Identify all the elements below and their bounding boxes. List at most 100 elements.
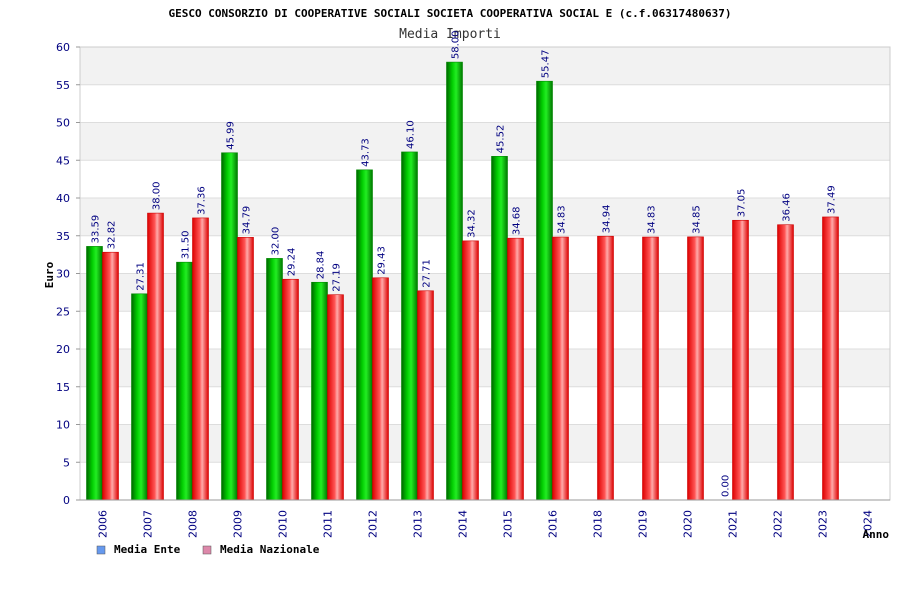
bar-media-nazionale <box>372 277 389 501</box>
plot-band <box>80 235 890 274</box>
plot-band <box>80 349 890 387</box>
bar-media-nazionale <box>732 219 749 501</box>
data-label: 29.24 <box>287 248 298 277</box>
data-label: 27.31 <box>136 262 147 291</box>
data-label: 37.05 <box>737 189 748 218</box>
bar-media-ente <box>311 281 328 501</box>
plot-band <box>80 160 890 198</box>
data-label: 37.36 <box>197 186 208 215</box>
data-label: 31.50 <box>181 231 192 260</box>
x-tick-label: 2018 <box>592 510 605 538</box>
plot-band <box>80 273 890 312</box>
legend-swatch <box>202 545 212 555</box>
chart-title: GESCO CONSORZIO DI COOPERATIVE SOCIALI S… <box>169 7 732 20</box>
x-tick-label: 2020 <box>682 510 695 538</box>
data-label: 32.82 <box>107 221 118 250</box>
x-tick-label: 2023 <box>817 510 830 538</box>
x-tick-label: 2008 <box>187 510 200 538</box>
bar-media-ente <box>266 258 283 501</box>
data-label: 27.19 <box>332 263 343 292</box>
bar-media-nazionale <box>642 236 659 501</box>
x-tick-label: 2010 <box>277 510 290 538</box>
data-label: 34.85 <box>692 205 703 234</box>
bar-media-nazionale <box>147 212 164 501</box>
y-tick-label: 60 <box>56 41 70 54</box>
data-label: 43.73 <box>361 138 372 167</box>
bar-media-ente <box>401 151 418 501</box>
data-label: 45.52 <box>496 125 507 154</box>
data-label: 29.43 <box>377 246 388 275</box>
data-label: 58.00 <box>451 30 462 59</box>
x-tick-label: 2006 <box>97 510 110 538</box>
data-label: 33.59 <box>91 215 102 244</box>
plot-band <box>80 122 890 161</box>
x-tick-label: 2012 <box>367 510 380 538</box>
legend: Media Ente Media Nazionale <box>96 543 320 556</box>
y-tick-label: 45 <box>56 154 70 167</box>
y-tick-label: 20 <box>56 343 70 356</box>
legend-swatch <box>96 545 106 555</box>
bar-media-nazionale <box>327 294 344 501</box>
data-label: 0.00 <box>721 475 732 497</box>
y-tick-label: 35 <box>56 230 70 243</box>
bar-media-nazionale <box>552 236 569 501</box>
bar-media-nazionale <box>237 237 254 501</box>
data-label: 28.84 <box>316 251 327 280</box>
bar-media-ente <box>536 80 553 501</box>
y-tick-label: 0 <box>63 494 70 507</box>
data-label: 32.00 <box>271 227 282 256</box>
data-label: 34.32 <box>467 209 478 238</box>
x-tick-label: 2013 <box>412 510 425 538</box>
x-tick-label: 2007 <box>142 510 155 538</box>
plot-band <box>80 424 890 463</box>
bar-media-ente <box>356 169 373 501</box>
x-tick-label: 2024 <box>862 510 875 538</box>
bar-media-nazionale <box>462 240 479 501</box>
y-axis: 0 5 10 15 20 25 30 35 40 45 50 55 60 <box>56 41 80 507</box>
x-tick-label: 2016 <box>547 510 560 538</box>
x-axis: 2006 2007 2008 2009 2010 2011 2012 2013 2014 2015… <box>80 499 890 538</box>
data-label: 36.46 <box>782 193 793 222</box>
y-tick-label: 25 <box>56 305 70 318</box>
legend-label: Media Ente <box>114 543 181 556</box>
x-tick-label: 2021 <box>727 510 740 538</box>
x-tick-label: 2014 <box>457 510 470 538</box>
y-axis-label: Euro <box>43 261 56 288</box>
x-tick-label: 2011 <box>322 510 335 538</box>
data-label: 38.00 <box>152 181 163 210</box>
bar-media-nazionale <box>777 224 794 501</box>
bar-media-nazionale <box>822 216 839 501</box>
data-label: 46.10 <box>406 120 417 149</box>
y-tick-label: 40 <box>56 192 70 205</box>
y-tick-label: 55 <box>56 79 70 92</box>
bar-media-ente <box>131 293 148 501</box>
data-label: 37.49 <box>827 185 838 214</box>
plot-band <box>80 462 890 500</box>
y-tick-label: 50 <box>56 117 70 130</box>
bar-media-ente <box>446 61 463 501</box>
chart-subtitle: Media Importi <box>399 27 501 42</box>
plot-band <box>80 84 890 123</box>
y-tick-label: 10 <box>56 419 70 432</box>
plot-band <box>80 47 890 85</box>
bar-media-nazionale <box>282 278 299 501</box>
plot-band <box>80 311 890 349</box>
bar-media-ente <box>491 156 508 501</box>
data-label: 34.83 <box>647 205 658 234</box>
data-label: 55.47 <box>541 50 552 79</box>
plot-background <box>79 46 891 501</box>
data-label: 34.83 <box>557 205 568 234</box>
bar-media-nazionale <box>687 236 704 501</box>
data-label: 34.68 <box>512 207 523 236</box>
x-axis-label: Anno <box>863 528 890 541</box>
plot-band <box>80 198 890 236</box>
legend-label: Media Nazionale <box>220 543 320 556</box>
data-label: 34.94 <box>602 205 613 234</box>
data-label: 34.79 <box>242 206 253 235</box>
bar-media-ente <box>176 261 193 501</box>
data-label: 45.99 <box>226 121 237 150</box>
bar-media-ente <box>221 152 238 501</box>
bar-media-nazionale <box>102 251 119 501</box>
